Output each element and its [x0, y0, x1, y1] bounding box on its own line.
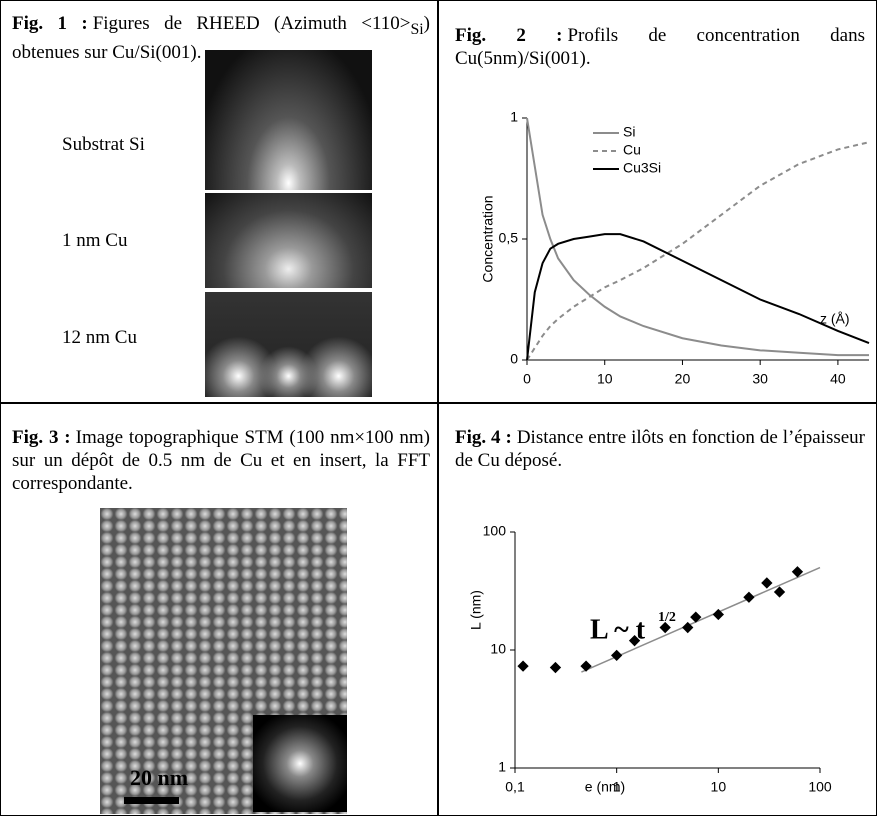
caption-text: Distance entre ilôts en fonction de l’ép…	[455, 427, 865, 471]
x-tick-label: 10	[711, 779, 727, 795]
y-tick-label: 10	[490, 641, 506, 657]
point	[773, 586, 786, 598]
rheed-image	[205, 292, 372, 397]
x-tick-label: 20	[675, 371, 691, 387]
rheed-image	[205, 193, 372, 288]
line	[526, 233, 870, 361]
x-tick-label: 0,1	[505, 779, 525, 795]
rheed-label: Substrat Si	[62, 134, 145, 155]
chart: 0 10 20 30 40 0 0,5 1 Concentration Si Cu Cu3Si z (Å…	[480, 109, 870, 387]
rheed-label: 12 nm Cu	[62, 327, 137, 348]
caption-text: Figures de RHEED (Azimuth <110>	[92, 13, 411, 34]
x-tick-label: 100	[808, 779, 832, 795]
point	[690, 611, 702, 623]
point	[611, 649, 623, 662]
annotation: L ~ t	[590, 614, 646, 645]
caption-sub: Si	[410, 20, 424, 38]
caption: Fig. 4 : Distance entre ilôts en fonction…	[455, 426, 865, 472]
x-tick-label: 30	[752, 371, 768, 387]
caption: Fig. 1 : Figures de RHEED (Azimuth <110>S…	[12, 12, 430, 64]
panel	[0, 0, 439, 404]
x-tick-label: 10	[597, 371, 613, 387]
x-tick-label: 40	[830, 371, 846, 387]
caption-label: Fig. 1 :	[12, 13, 88, 34]
legend-label: Cu3Si	[623, 160, 661, 176]
point	[682, 621, 694, 634]
fft-inset	[253, 715, 347, 812]
rheed-label: 1 nm Cu	[62, 230, 128, 251]
scale-label: 20 nm	[130, 765, 189, 790]
legend-label: Cu	[623, 142, 641, 158]
caption-text: ) obtenues sur Cu/Si(001).	[12, 13, 430, 63]
point	[549, 661, 562, 674]
caption: Fig. 2 : Profils de concentration dans Cu…	[455, 24, 865, 70]
caption-label: Fig. 2 :	[455, 25, 563, 46]
x-tick-label: 1	[613, 779, 621, 795]
caption: Fig. 3 : Image topographique STM (100 nm×…	[12, 426, 430, 495]
caption-text: Image topographique STM (100 nm×100 nm) …	[12, 427, 430, 494]
y-tick-label: 1	[510, 109, 518, 125]
y-axis-label: Concentration	[480, 195, 496, 282]
y-tick-label: 100	[483, 523, 507, 539]
rheed-image	[205, 50, 372, 190]
annotation-exponent: 1/2	[658, 610, 676, 625]
y-axis-label: L (nm)	[468, 590, 484, 630]
line	[526, 117, 869, 357]
scale-bar	[124, 797, 179, 804]
x-axis-label: e (nm)	[585, 779, 625, 795]
point	[580, 660, 592, 672]
caption-label: Fig. 4 :	[455, 427, 512, 448]
annotation: z (Å)	[820, 311, 850, 327]
y-tick-label: 0,5	[499, 230, 519, 246]
point	[659, 621, 671, 634]
legend-label: Si	[623, 124, 635, 140]
chart: 0,1 1 10 100 1 10 100 L (nm) e (nm) L ~ t 1/2	[468, 523, 832, 795]
y-tick-label: 1	[498, 759, 506, 775]
point	[517, 660, 529, 672]
y-tick-label: 0	[510, 351, 518, 367]
line	[526, 141, 870, 361]
caption-label: Fig. 3 :	[12, 427, 71, 448]
x-tick-label: 0	[523, 371, 531, 387]
point	[761, 577, 773, 589]
caption-text: Profils de concentration dans Cu(5nm)/Si…	[455, 25, 865, 69]
point	[712, 608, 724, 621]
